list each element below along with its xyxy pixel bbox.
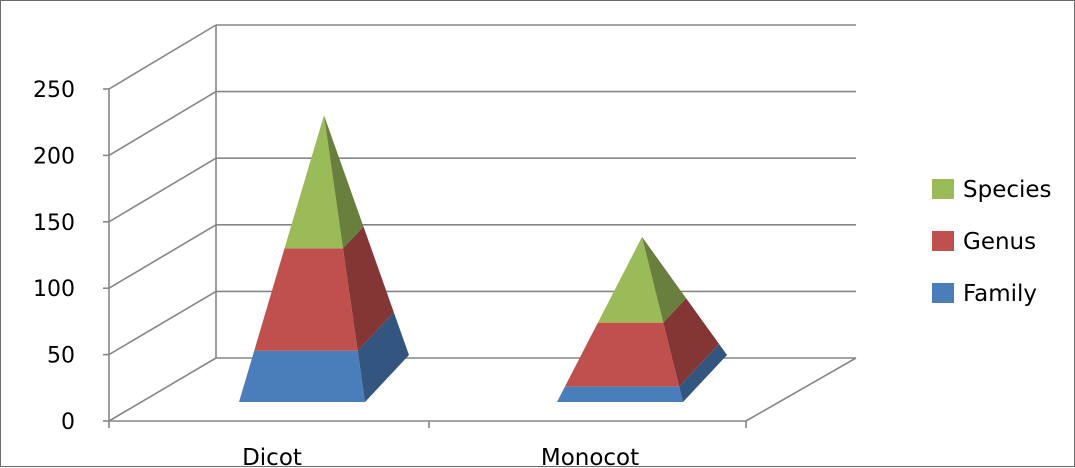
legend-label: Family xyxy=(963,281,1037,307)
pyramid-segment-monocot-family xyxy=(557,344,727,402)
axis-layer xyxy=(103,25,857,428)
y-tick-label: 50 xyxy=(47,344,75,369)
pyramid-segment-monocot-genus xyxy=(564,298,720,387)
pyramid-segment-monocot-species xyxy=(597,236,687,323)
y-tick-label: 100 xyxy=(33,277,75,302)
pyramid-front-face xyxy=(557,386,683,402)
floor-right-edge xyxy=(745,357,857,422)
bar-layer xyxy=(239,115,727,402)
legend-item-species: Species xyxy=(932,177,1052,203)
y-tick-label: 0 xyxy=(61,410,75,435)
pyramid-front-face xyxy=(239,350,365,402)
legend-item-genus: Genus xyxy=(932,229,1036,255)
grid-layer xyxy=(108,24,856,422)
legend-swatch xyxy=(932,231,954,251)
pyramid-front-face xyxy=(284,115,343,249)
pyramid-front-face xyxy=(254,248,358,351)
side-gridline xyxy=(108,290,217,356)
side-gridline xyxy=(108,24,217,90)
legend-swatch xyxy=(932,179,954,199)
pyramid-side-face xyxy=(663,298,720,387)
pyramid-side-face xyxy=(343,226,394,351)
pyramid-side-face xyxy=(357,312,409,402)
legend-item-family: Family xyxy=(932,281,1037,307)
y-tick-label: 150 xyxy=(33,211,75,236)
legend-label: Genus xyxy=(963,229,1036,255)
pyramid-segment-dicot-species xyxy=(284,115,364,249)
pyramid-side-face xyxy=(642,236,687,323)
x-category-label: Dicot xyxy=(242,445,302,468)
pyramid-front-face xyxy=(597,236,664,323)
side-gridline xyxy=(108,157,217,223)
pyramid-front-face xyxy=(564,322,680,387)
legend-swatch xyxy=(932,283,954,303)
side-gridline xyxy=(108,90,217,157)
pyramid-segment-dicot-family xyxy=(239,312,409,402)
y-tick-label: 200 xyxy=(33,144,75,169)
pyramid-segment-dicot-genus xyxy=(254,226,394,351)
pyramid-side-face xyxy=(679,344,727,402)
side-gridline xyxy=(108,357,217,422)
legend-label: Species xyxy=(963,177,1052,203)
x-category-label: Monocot xyxy=(541,445,639,468)
pyramid-side-face xyxy=(324,115,364,249)
y-tick-label: 250 xyxy=(33,78,75,103)
legend: Species Genus Family xyxy=(932,177,1052,307)
side-gridline xyxy=(108,224,217,289)
label-layer: 0 50 100 150 200 250 Dicot Monocot xyxy=(33,78,639,468)
